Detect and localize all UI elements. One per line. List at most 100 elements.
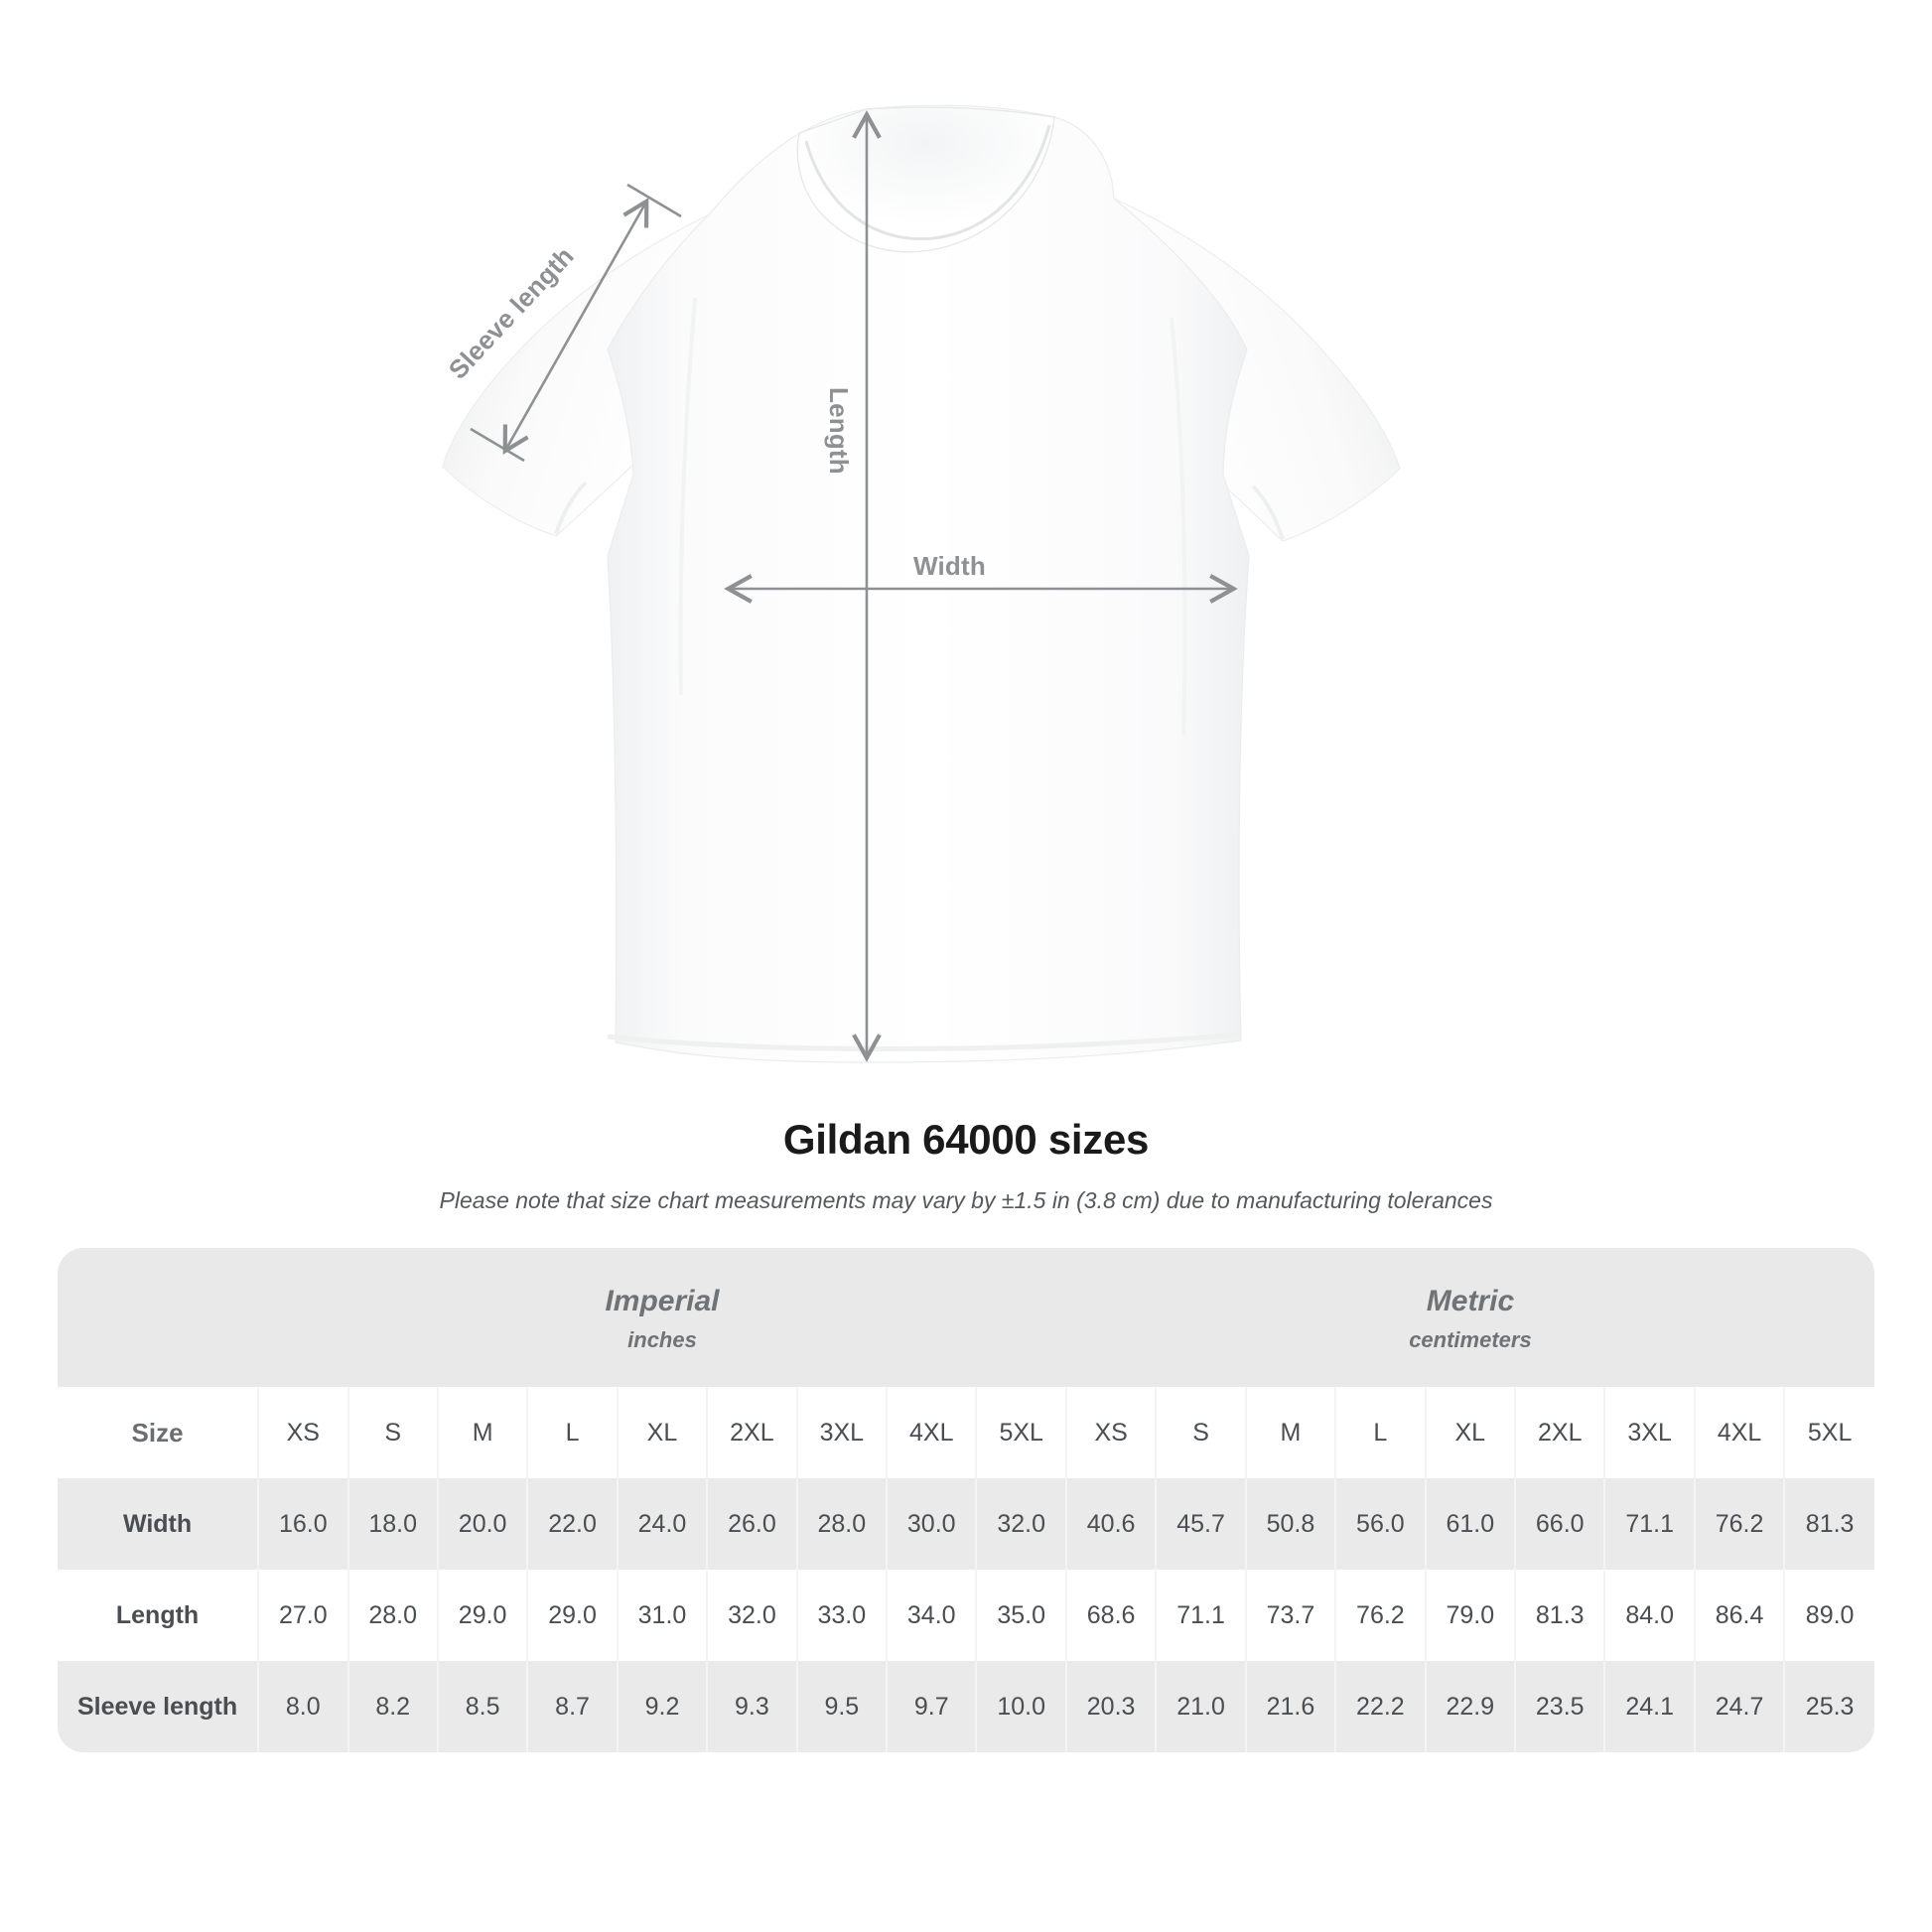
cell: 21.0 [1156,1661,1247,1752]
cell: 31.0 [617,1570,709,1661]
size-col-imp-2xl: 2XL [707,1387,798,1478]
unit-group-imperial: Imperial inches [258,1248,1066,1387]
cell: 23.5 [1515,1661,1606,1752]
size-col-met-2xl: 2XL [1515,1387,1606,1478]
row-label-width: Width [58,1478,260,1570]
length-label: Length [824,387,854,475]
cell: 29.0 [437,1570,529,1661]
cell: 9.3 [707,1661,798,1752]
cell: 73.7 [1245,1570,1337,1661]
metric-unit: centimeters [1409,1327,1532,1352]
size-col-met-4xl: 4XL [1694,1387,1786,1478]
cell: 71.1 [1604,1478,1696,1570]
cell: 8.0 [258,1661,349,1752]
cell: 24.1 [1604,1661,1696,1752]
sleeve-tick-bottom [470,427,525,463]
right-sleeve-hem [1251,484,1285,540]
cell: 50.8 [1245,1478,1337,1570]
fold-line-left [678,297,697,696]
cell: 81.3 [1784,1478,1874,1570]
size-col-imp-5xl: 5XL [976,1387,1067,1478]
cell: 22.2 [1335,1661,1427,1752]
imperial-title: Imperial [605,1285,720,1317]
unit-corner-cell [58,1248,259,1387]
fold-line-right [1170,317,1187,736]
cell: 20.0 [437,1478,529,1570]
size-col-met-s: S [1156,1387,1247,1478]
cell: 33.0 [796,1570,889,1661]
size-chart-container: Imperial inches Metric centimeters Size … [58,1248,1874,1752]
page-title: Gildan 64000 sizes [782,1116,1150,1163]
cell: 79.0 [1425,1570,1517,1661]
tolerance-note: Please note that size chart measurements… [439,1187,1493,1213]
cell: 66.0 [1515,1478,1606,1570]
size-chart-table: Imperial inches Metric centimeters Size … [58,1248,1874,1752]
size-col-met-xs: XS [1065,1387,1158,1478]
cell: 21.6 [1245,1661,1337,1752]
size-header-row: Size XS S M L XL 2XL 3XL 4XL 5XL XS S M … [58,1387,1874,1478]
sleeve-dimension-arrow [502,198,649,455]
cell: 9.2 [617,1661,709,1752]
cell: 16.0 [258,1478,349,1570]
imperial-unit: inches [627,1327,697,1352]
cell: 71.1 [1156,1570,1247,1661]
table-row: Length 27.0 28.0 29.0 29.0 31.0 32.0 33.… [58,1570,1874,1661]
tshirt-diagram: Sleeve length Length Width [442,104,1401,1063]
tshirt-illustration [442,104,1401,1063]
hem-line [607,1032,1242,1051]
cell: 8.2 [347,1661,439,1752]
cell: 22.0 [527,1478,619,1570]
size-col-imp-m: M [437,1387,529,1478]
cell: 8.5 [437,1661,529,1752]
cell: 25.3 [1784,1661,1874,1752]
cell: 45.7 [1156,1478,1247,1570]
size-col-met-l: L [1335,1387,1427,1478]
size-col-met-5xl: 5XL [1784,1387,1874,1478]
collar-seam [804,124,1051,241]
cell: 81.3 [1515,1570,1606,1661]
cell: 8.7 [527,1661,619,1752]
cell: 24.0 [617,1478,709,1570]
cell: 26.0 [707,1478,798,1570]
cell: 84.0 [1604,1570,1696,1661]
cell: 56.0 [1335,1478,1427,1570]
cell: 86.4 [1694,1570,1786,1661]
width-label: Width [913,551,986,581]
cell: 9.5 [796,1661,889,1752]
cell: 9.7 [887,1661,978,1752]
sleeve-tick-top [626,183,682,218]
size-col-imp-s: S [347,1387,439,1478]
row-label-sleeve-length: Sleeve length [58,1661,260,1752]
cell: 89.0 [1784,1570,1874,1661]
cell: 35.0 [976,1570,1067,1661]
cell: 76.2 [1335,1570,1427,1661]
size-col-imp-3xl: 3XL [796,1387,889,1478]
cell: 18.0 [347,1478,439,1570]
cell: 29.0 [527,1570,619,1661]
cell: 24.7 [1694,1661,1786,1752]
cell: 76.2 [1694,1478,1786,1570]
unit-group-row: Imperial inches Metric centimeters [58,1248,1874,1387]
table-row: Sleeve length 8.0 8.2 8.5 8.7 9.2 9.3 9.… [58,1661,1874,1752]
unit-group-metric: Metric centimeters [1065,1248,1874,1387]
cell: 22.9 [1425,1661,1517,1752]
table-row: Width 16.0 18.0 20.0 22.0 24.0 26.0 28.0… [58,1478,1874,1570]
size-col-imp-4xl: 4XL [887,1387,978,1478]
cell: 30.0 [887,1478,978,1570]
size-col-met-3xl: 3XL [1604,1387,1696,1478]
cell: 10.0 [976,1661,1067,1752]
size-col-met-m: M [1245,1387,1337,1478]
cell: 34.0 [887,1570,978,1661]
cell: 28.0 [347,1570,439,1661]
cell: 28.0 [796,1478,889,1570]
row-label-length: Length [58,1570,260,1661]
cell: 40.6 [1065,1478,1158,1570]
size-col-imp-xs: XS [258,1387,349,1478]
cell: 20.3 [1065,1661,1158,1752]
size-col-met-xl: XL [1425,1387,1517,1478]
left-sleeve-hem [554,481,588,535]
size-header-label: Size [58,1387,260,1478]
cell: 27.0 [258,1570,349,1661]
metric-title: Metric [1426,1285,1515,1317]
cell: 68.6 [1065,1570,1158,1661]
